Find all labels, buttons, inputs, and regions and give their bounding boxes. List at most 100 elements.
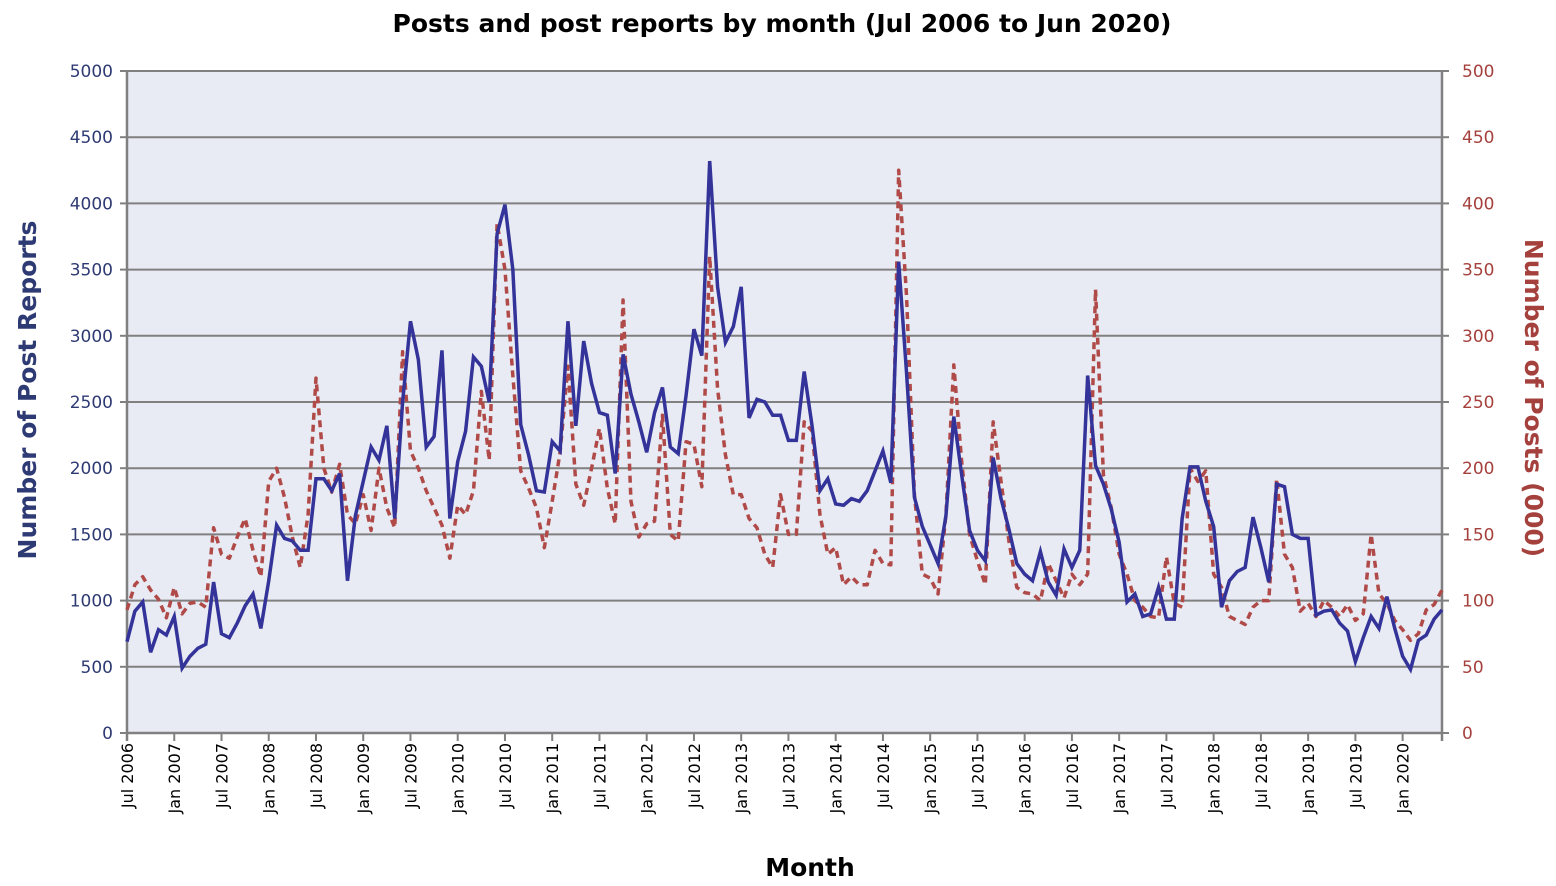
post-reports-point xyxy=(984,560,986,562)
post-reports-point xyxy=(756,398,758,400)
posts-point xyxy=(708,255,710,257)
posts-point xyxy=(1023,591,1025,593)
posts-point xyxy=(1323,599,1325,601)
post-reports-point xyxy=(126,640,128,642)
post-reports-point xyxy=(551,441,553,443)
posts-point xyxy=(1134,599,1136,601)
post-reports-point xyxy=(268,580,270,582)
post-reports-point xyxy=(370,446,372,448)
posts-point xyxy=(149,589,151,591)
post-reports-point xyxy=(417,358,419,360)
left-tick-label: 4500 xyxy=(70,128,113,148)
left-tick-label: 3000 xyxy=(70,327,113,347)
posts-point xyxy=(370,529,372,531)
post-reports-point xyxy=(464,430,466,432)
posts-point xyxy=(1354,619,1356,621)
post-reports-point xyxy=(1394,627,1396,629)
posts-point xyxy=(953,364,955,366)
posts-point xyxy=(212,527,214,529)
x-tick-label: Jul 2011 xyxy=(590,743,609,809)
series-lines xyxy=(125,160,1444,674)
posts-point xyxy=(433,507,435,509)
post-reports-point xyxy=(1386,595,1388,597)
post-reports-point xyxy=(173,615,175,617)
post-reports-point xyxy=(1181,517,1183,519)
post-reports-point xyxy=(968,529,970,531)
left-tick-label: 5000 xyxy=(70,62,113,82)
post-reports-point xyxy=(945,515,947,517)
x-tick-label: Jul 2013 xyxy=(779,743,798,809)
post-reports-point xyxy=(1205,500,1207,502)
posts-point xyxy=(1228,615,1230,617)
x-tick-label: Jan 2015 xyxy=(921,743,940,814)
post-reports-point xyxy=(1409,668,1411,670)
posts-point xyxy=(252,549,254,551)
post-reports-point xyxy=(512,268,514,270)
post-reports-point xyxy=(850,497,852,499)
post-reports-point xyxy=(1134,593,1136,595)
post-reports-point xyxy=(583,340,585,342)
posts-point xyxy=(1055,580,1057,582)
post-reports-point xyxy=(897,260,899,262)
posts-point xyxy=(1000,480,1002,482)
gridlines xyxy=(127,70,1442,734)
posts-point xyxy=(1252,606,1254,608)
x-tick-label: Jul 2016 xyxy=(1063,743,1082,809)
post-reports-point xyxy=(567,320,569,322)
post-reports-point xyxy=(795,439,797,441)
post-reports-point xyxy=(1031,580,1033,582)
x-tick-label: Jan 2020 xyxy=(1394,743,1413,814)
post-reports-point xyxy=(1000,497,1002,499)
post-reports-point xyxy=(457,460,459,462)
post-reports-point xyxy=(1118,541,1120,543)
post-reports-point xyxy=(1433,618,1435,620)
left-tick-label: 2000 xyxy=(70,459,113,479)
x-tick-label: Jul 2006 xyxy=(118,743,137,809)
post-reports-point xyxy=(559,450,561,452)
post-reports-point xyxy=(811,425,813,427)
right-tick-label: 500 xyxy=(1462,62,1494,82)
post-reports-point xyxy=(1063,548,1065,550)
post-reports-point xyxy=(307,549,309,551)
chart-title: Posts and post reports by month (Jul 200… xyxy=(393,9,1172,38)
y-axis-label-left: Number of Post Reports xyxy=(13,221,42,560)
posts-point xyxy=(630,500,632,502)
post-reports-point xyxy=(1008,528,1010,530)
x-axis-ticks: Jul 2006 Jan 2007 Jul 2007 Jan 2008 Jul 2008… xyxy=(118,733,1413,814)
post-reports-point xyxy=(858,500,860,502)
post-reports-point xyxy=(409,320,411,322)
post-reports-point xyxy=(157,629,159,631)
x-tick-label: Jan 2014 xyxy=(827,743,846,814)
post-reports-point xyxy=(716,286,718,288)
posts-point xyxy=(1409,639,1411,641)
posts-point xyxy=(606,487,608,489)
posts-point xyxy=(543,546,545,548)
post-reports-point xyxy=(827,478,829,480)
posts-point xyxy=(441,524,443,526)
posts-point xyxy=(205,606,207,608)
posts-point xyxy=(653,520,655,522)
post-reports-point xyxy=(1149,613,1151,615)
x-tick-label: Jan 2012 xyxy=(638,743,657,814)
post-reports-point xyxy=(764,401,766,403)
posts-point xyxy=(323,467,325,469)
posts-point xyxy=(307,513,309,515)
post-reports-point xyxy=(283,537,285,539)
post-reports-point xyxy=(803,370,805,372)
post-reports-point xyxy=(638,421,640,423)
posts-point xyxy=(1299,610,1301,612)
post-reports-point xyxy=(1086,374,1088,376)
left-tick-label: 2500 xyxy=(70,393,113,413)
post-reports-point xyxy=(1331,609,1333,611)
post-reports-point xyxy=(212,581,214,583)
x-tick-label: Jul 2012 xyxy=(685,743,704,809)
posts-point xyxy=(1173,602,1175,604)
post-reports-point xyxy=(1315,614,1317,616)
x-tick-label: Jan 2018 xyxy=(1205,743,1224,814)
post-reports-point xyxy=(535,490,537,492)
x-tick-label: Jan 2013 xyxy=(732,743,751,814)
post-reports-point xyxy=(598,411,600,413)
post-reports-point xyxy=(1228,580,1230,582)
posts-point xyxy=(716,388,718,390)
